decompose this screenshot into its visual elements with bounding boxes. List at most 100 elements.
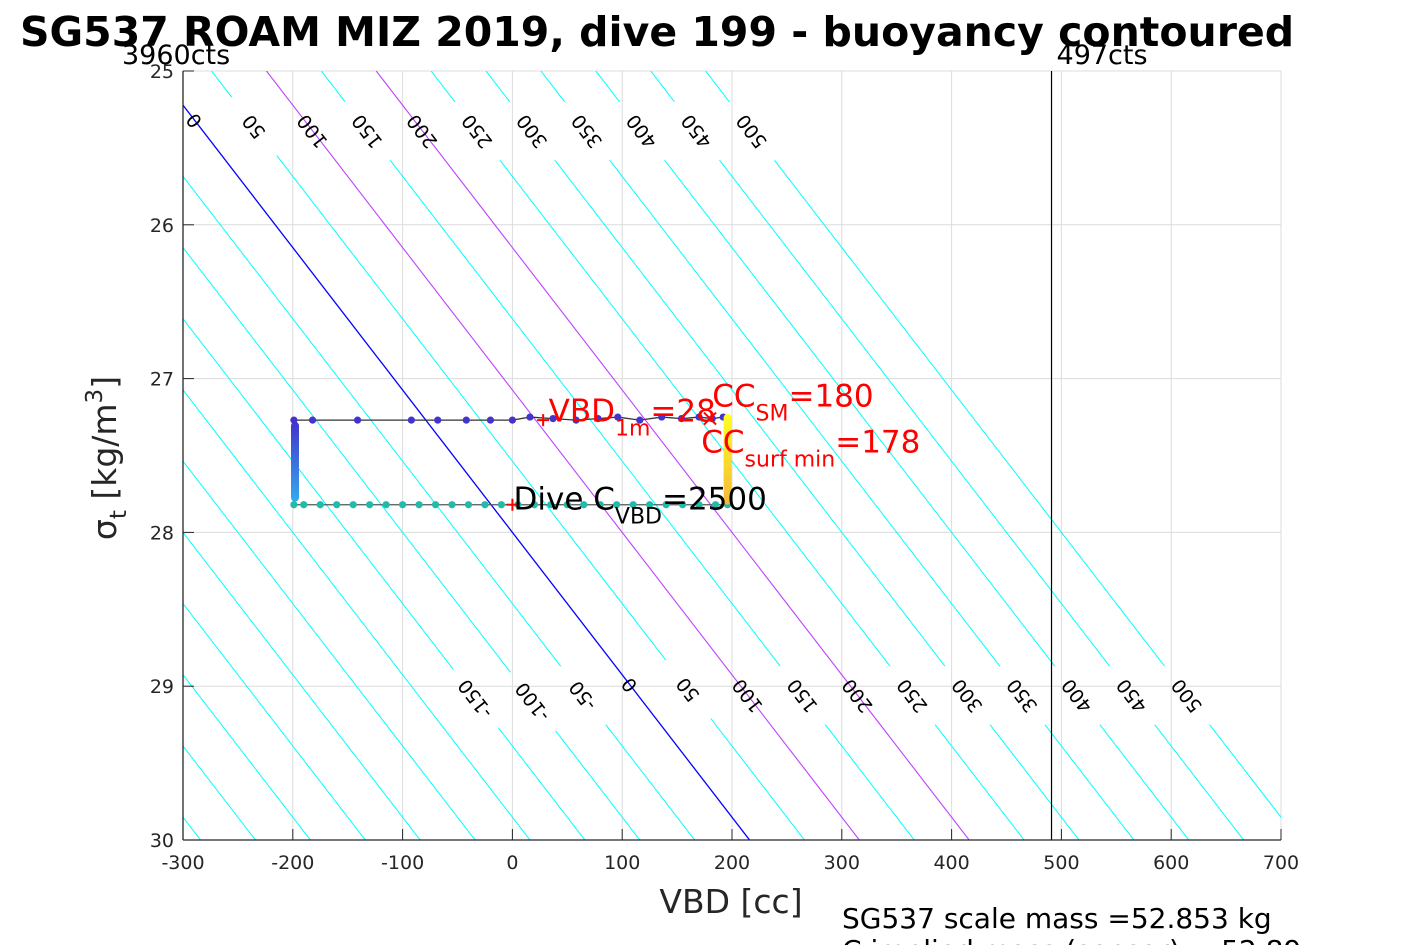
svg-text:σt [kg/m3]: σt [kg/m3] (82, 376, 132, 540)
contour-line (183, 175, 562, 667)
annotation-main: CC (701, 424, 744, 460)
contour-label: -50 (565, 676, 601, 714)
dive-lower-track-point (382, 501, 390, 509)
contour-label: 400 (622, 110, 662, 152)
contour-label: 350 (567, 110, 607, 152)
dive-cvbd-annotation: Dive CVBD=2500 (513, 481, 766, 529)
contour-label: 500 (1167, 674, 1207, 716)
y-axis-label-superscript: 3 (82, 389, 108, 404)
contour-line (650, 71, 675, 103)
contour-line (1154, 724, 1245, 840)
contour-line (0, 0, 19, 177)
contour-line (1209, 724, 1281, 819)
counts-annotation: 3960cts (122, 40, 230, 71)
dive-upper-track-point (614, 413, 622, 421)
dive-lower-track-point (580, 501, 588, 509)
vbd-1m-marker (537, 414, 550, 427)
contour-line (934, 724, 1025, 840)
contour-line (389, 159, 781, 667)
dive-upper-track-point (572, 416, 580, 424)
contour-line (210, 71, 233, 98)
contour-label: 450 (1112, 674, 1152, 716)
contour-line (320, 71, 346, 103)
dive-lower-track-point (613, 501, 621, 509)
contour-label: 400 (1058, 674, 1098, 716)
dive-upper-track-point (549, 414, 557, 423)
contour-line (265, 71, 861, 840)
contour-line (183, 389, 531, 840)
dive-lower-track-point (431, 501, 440, 509)
contour-label: 150 (348, 110, 388, 152)
dive-lower-track-point (290, 501, 298, 509)
dive-lower-track-point (333, 501, 341, 509)
dive-lower-track-point (530, 501, 538, 509)
contour-line (554, 159, 946, 667)
annotation-main: Dive C (513, 481, 614, 517)
dive-lower-track-point (349, 501, 357, 509)
contour-label: 350 (1003, 674, 1043, 716)
vertical-left-bar (290, 421, 299, 502)
axes: -300 -200 -100 0 100 200 300 400 500 600 700252627… (150, 61, 1299, 874)
contour-line (0, 0, 17, 103)
dive-upper-track-point (486, 416, 495, 424)
contour-line (555, 730, 641, 840)
contour-label: 100 (728, 674, 768, 716)
contour-line (276, 155, 667, 661)
dive-lower-track-point (366, 501, 374, 509)
cc-sm-marker (703, 411, 717, 426)
contour-label: 450 (677, 110, 717, 152)
contour-label: 300 (948, 674, 988, 716)
contour-line (824, 724, 915, 840)
contour-label: 150 (783, 674, 823, 716)
annotation-value: =2500 (662, 481, 767, 517)
y-tick-label: 30 (150, 830, 174, 852)
contour-label: 50 (238, 110, 270, 143)
contour-line (989, 724, 1080, 840)
dive-lower-track-point (448, 501, 456, 509)
y-tick-label: 29 (150, 676, 174, 698)
annotation-main: VBD (549, 394, 615, 430)
dive-upper-track-point (434, 416, 442, 424)
y-axis-label-close: ] (85, 376, 124, 389)
x-tick-label: 400 (933, 852, 969, 874)
contour-line (183, 460, 476, 840)
footer-scale-mass: SG537 scale mass =52.853 kg (842, 902, 1272, 935)
dive-lower-track-point (711, 501, 720, 509)
annotation-subscript: VBD (615, 504, 662, 529)
vbd-1m-annotation: VBD1m=28 (549, 394, 716, 442)
contour-label: 250 (458, 110, 498, 152)
y-tick-label: 26 (150, 215, 174, 237)
contour-line (375, 71, 970, 840)
dive-upper-track-point (353, 416, 362, 424)
contour-label: 200 (838, 674, 878, 716)
counts-annotation: 497cts (1057, 40, 1148, 71)
contour-label: -100 (511, 678, 555, 726)
dive-lower-track-point (316, 501, 324, 509)
dive-upper-track-point (594, 414, 602, 423)
contour-line (183, 602, 366, 840)
contour-line (664, 159, 1056, 667)
contour-line (605, 724, 696, 840)
contour-line (710, 718, 806, 840)
y-tick-label: 27 (150, 369, 174, 391)
dive-lower-track-point (300, 501, 308, 509)
annotation-subscript: 1m (615, 417, 650, 442)
chart-title: SG537 ROAM MIZ 2019, dive 199 - buoyancy… (20, 8, 1294, 56)
contour-line (609, 159, 1001, 667)
contour-line (595, 71, 620, 103)
y-tick-label: 25 (150, 61, 174, 83)
dive-upper-track-point (308, 416, 317, 424)
contour-label: 300 (513, 110, 553, 152)
contour-line (1099, 724, 1190, 840)
y-tick-label: 28 (150, 522, 174, 544)
dive-cvbd-marker (506, 498, 519, 511)
markers (506, 411, 717, 511)
dive-upper-track-point (526, 413, 534, 421)
y-axis-label-subscript: t (106, 510, 132, 519)
x-axis-label: VBD [cc] (659, 882, 802, 921)
x-tick-label: 0 (506, 852, 518, 874)
contour-line (183, 673, 311, 840)
dive-upper-track-point (658, 413, 666, 421)
dive-upper-track-point (695, 413, 703, 421)
